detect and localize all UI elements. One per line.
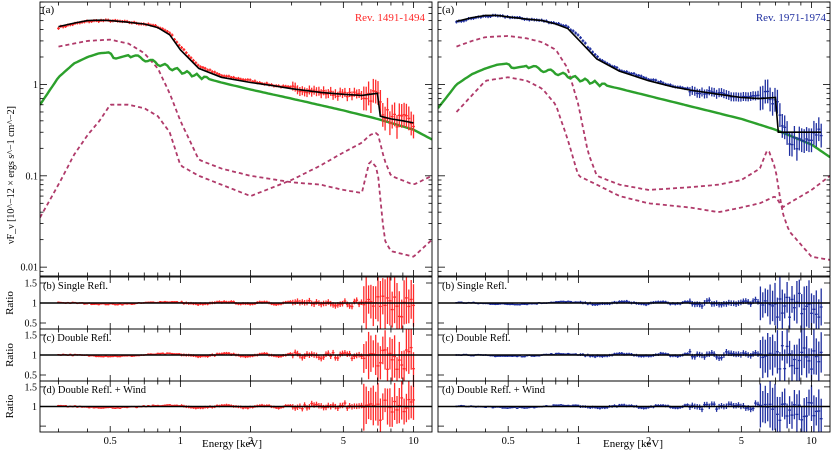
right-plot-area	[438, 13, 830, 261]
left-ratio-c-y-tick-label: 1	[32, 351, 37, 362]
left-ratio-d-y-tick-label: 1	[32, 402, 37, 413]
right-data-points	[455, 13, 823, 161]
right-ratio-d-title: (d) Double Refl. + Wind	[442, 385, 546, 396]
left-ratio-b-title: (b) Single Refl.	[43, 281, 108, 292]
right-ratio-d-plot	[438, 381, 830, 432]
right-ratio-b-plot-area	[438, 277, 830, 329]
y-axis-label-flux: νF_ν [10^−12 × ergs s^−1 cm^−2]	[6, 106, 17, 244]
right-ratio-c-ticks	[438, 329, 830, 381]
left-reflector-2-line	[40, 103, 432, 218]
right-spectrum-frame	[437, 1, 831, 277]
right-spectrum-plot	[438, 13, 830, 261]
left-ratio-d-x-tick-label: 10	[408, 436, 419, 447]
left-ratio-d-x-tick-label: 1	[178, 436, 183, 447]
left-ratio-d-y-tick-label: 1.5	[25, 382, 38, 393]
left-ratio-b-ratio-points	[57, 277, 415, 329]
left-ratio-d-plot	[40, 381, 432, 432]
right-ratio-b-ticks	[438, 277, 830, 329]
left-ratio-d-x-tick-label: 2	[248, 436, 253, 447]
left-ratio-c-y-tick-label: 1.5	[25, 331, 38, 342]
y-axis-label-ratio-d: Ratio	[4, 394, 16, 418]
right-reflector-2-line	[455, 76, 830, 213]
right-ratio-c-plot-area	[438, 329, 830, 381]
left-ratio-c-y-tick-label: 0.5	[25, 371, 38, 382]
right-ratio-d-x-tick-label: 1	[576, 436, 581, 447]
y-axis-label-ratio-b: Ratio	[4, 291, 16, 315]
right-ratio-d-x-tick-label: 2	[646, 436, 651, 447]
left-ratio-b-y-tick-label: 1.5	[25, 279, 38, 290]
left-ratio-d-plot-area	[40, 381, 432, 432]
left-ratio-b-y-tick-label: 0.5	[25, 319, 38, 330]
right-ratio-d-x-tick-label: 10	[806, 436, 817, 447]
left-ratio-b-plot	[40, 277, 432, 329]
right-ratio-d-plot-area	[438, 381, 830, 432]
left-y-tick-label: 0.01	[21, 263, 39, 274]
y-axis-label-ratio-c: Ratio	[4, 343, 16, 367]
left-spectrum-ticks: 0.01 0.1 1	[21, 1, 432, 277]
right-spectrum-ticks	[438, 1, 830, 277]
left-spectrum-frame	[39, 1, 433, 277]
right-total-model-line	[456, 14, 822, 133]
right-reflector-1-line	[456, 35, 830, 261]
left-ratio-c-title: (c) Double Refl.	[43, 333, 112, 344]
left-ratio-d-x-tick-label: 0.5	[104, 436, 117, 447]
x-axis-label-left: Energy [keV]	[202, 438, 262, 450]
panel-tag-right: (a)	[442, 4, 455, 16]
left-ratio-d-x-tick-label: 5	[341, 436, 346, 447]
x-axis-label-right: Energy [keV]	[603, 438, 663, 450]
left-continuum-line	[40, 51, 432, 141]
right-continuum-line	[438, 62, 830, 159]
right-spectrum-title: Rev. 1971-1974	[756, 12, 827, 24]
right-ratio-c-title: (c) Double Refl.	[442, 333, 511, 344]
left-plot-area	[40, 18, 432, 258]
left-data-points	[57, 18, 415, 139]
right-ratio-b-title: (b) Single Refl.	[442, 281, 507, 292]
left-reflector-1-line	[58, 38, 432, 258]
right-ratio-b-plot	[438, 277, 830, 329]
left-y-tick-label: 1	[33, 80, 38, 91]
left-total-model-line	[58, 19, 414, 124]
left-ratio-d-title: (d) Double Refl. + Wind	[43, 385, 147, 396]
left-ratio-b-y-tick-label: 1	[32, 299, 37, 310]
panel-tag-left: (a)	[42, 4, 55, 16]
right-ratio-d-ticks: 0.5 1 2 5 10	[438, 381, 830, 447]
left-ratio-b-ticks: 0.5 1 1.5	[25, 277, 432, 330]
left-spectrum-plot	[40, 18, 432, 258]
left-spectrum-title: Rev. 1491-1494	[355, 12, 426, 24]
left-y-tick-label: 0.1	[26, 171, 39, 182]
right-ratio-d-x-tick-label: 0.5	[502, 436, 515, 447]
right-ratio-c-plot	[438, 329, 830, 381]
left-ratio-d-ticks: 1 1.5 0.5 1 2 5 10	[25, 381, 432, 447]
left-ratio-c-ticks: 0.5 1 1.5	[25, 329, 432, 382]
left-ratio-b-plot-area	[40, 277, 432, 329]
right-ratio-d-x-tick-label: 5	[739, 436, 744, 447]
